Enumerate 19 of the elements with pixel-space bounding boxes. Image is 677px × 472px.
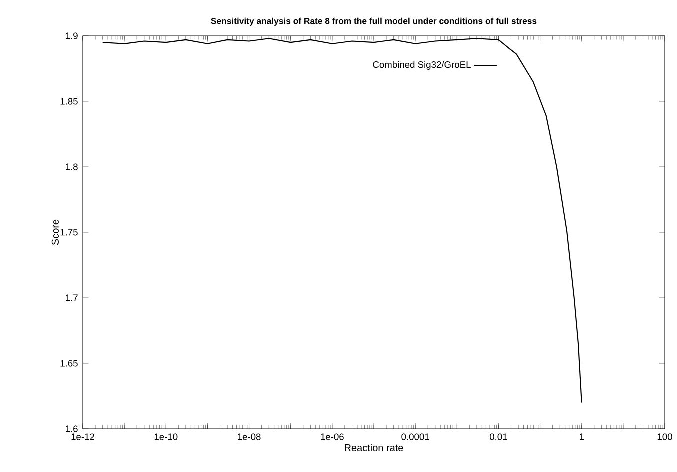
y-tick-label: 1.75 [60, 229, 78, 236]
y-tick-label: 1.8 [66, 164, 78, 170]
x-tick-label: 1e-06 [321, 434, 344, 440]
y-tick-label: 1.85 [60, 98, 78, 105]
x-axis-title: Reaction rate [345, 444, 404, 452]
x-tick-label: 1e-12 [72, 434, 94, 440]
chart-title: Sensitivity analysis of Rate 8 from the full model under conditions of full stress [211, 18, 537, 26]
x-tick-label: 100 [658, 434, 672, 440]
y-tick-label: 1.7 [66, 294, 78, 302]
x-tick-label: 0.0001 [402, 434, 430, 440]
y-tick-label: 1.65 [60, 360, 78, 367]
legend-label: Combined Sig32/GroEL [373, 61, 471, 70]
y-tick-label: 1.9 [66, 32, 78, 40]
x-tick-label: 0.01 [490, 434, 508, 440]
x-tick-label: 1 [580, 434, 584, 440]
y-axis-title: Score [52, 220, 59, 246]
y-tick-label: 1.6 [66, 426, 78, 432]
x-tick-label: 1e-08 [238, 434, 261, 440]
x-tick-label: 1e-10 [154, 434, 178, 440]
